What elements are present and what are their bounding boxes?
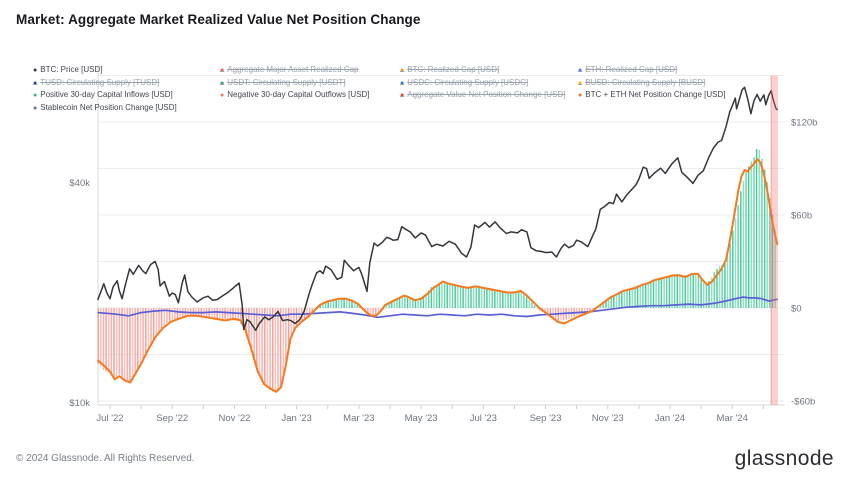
x-axis-label: May '23 [405,413,438,424]
legend-item[interactable]: ● BTC: Realized Cap [USD] [400,64,578,77]
stablecoin-npc-line [97,296,779,319]
x-axis-label: Mar '24 [717,413,748,424]
right-axis-label: $120b [791,118,817,129]
glassnode-logo: glassnode [734,447,834,470]
x-axis-label: Jul '22 [96,413,123,424]
legend-label: Stablecoin Net Position Change [USD] [40,102,177,112]
left-axis-label: $40k [69,178,90,189]
legend-item[interactable]: ● Negative 30-day Capital Outflows [USD] [220,89,400,102]
right-axis-label: $60b [791,211,812,222]
legend-label: Positive 30-day Capital Inflows [USD] [40,90,173,99]
legend: ● BTC: Price [USD] ● Aggregate Major Asset … [33,64,726,114]
legend-label: Negative 30-day Capital Outflows [USD] [227,90,370,99]
legend-label: BTC: Price [USD] [40,65,103,74]
legend-item[interactable]: ● BTC + ETH Net Position Change [USD] [578,89,726,102]
legend-dot-icon: ● [578,67,583,74]
legend-item[interactable]: ● USDT: Circulating Supply [USDT] [220,77,400,90]
legend-dot-icon: ● [400,92,405,99]
right-axis-label: $0 [791,304,802,315]
x-axis-label: Jan '23 [281,413,311,424]
x-axis-label: Mar '23 [343,413,374,424]
legend-label: USDC: Circulating Supply [USDC] [407,77,529,87]
left-axis-label: $10k [69,398,90,409]
x-axis-label: Nov '23 [592,413,624,424]
legend-label: BTC + ETH Net Position Change [USD] [585,90,726,99]
legend-item[interactable]: ● Aggregate Value Net Position Change [US… [400,89,578,102]
legend-dot-icon: ● [400,79,405,87]
x-axis-label: Jan '24 [655,413,685,424]
legend-item[interactable]: ● Aggregate Major Asset Realized Cap [220,64,400,77]
legend-item[interactable]: ● USDC: Circulating Supply [USDC] [400,77,578,90]
copyright-text: © 2024 Glassnode. All Rights Reserved. [16,453,195,464]
x-axis-label: Nov '22 [218,413,250,424]
btc-eth-npc-line [97,158,779,393]
legend-item[interactable]: ● ETH: Realized Cap [USD] [578,64,726,77]
latest-period-highlight [771,75,778,405]
legend-dot-icon: ● [33,79,38,87]
legend-label: ETH: Realized Cap [USD] [585,65,678,74]
legend-label: BTC: Realized Cap [USD] [407,65,500,74]
legend-item[interactable]: ● TUSD: Circulating Supply [TUSD] [33,77,220,90]
legend-label: USDT: Circulating Supply [USDT] [227,77,346,87]
legend-item[interactable]: ● Stablecoin Net Position Change [USD] [33,102,220,115]
x-axis-label: Sep '23 [530,413,562,424]
legend-item[interactable]: ● Positive 30-day Capital Inflows [USD] [33,89,220,102]
legend-item[interactable]: ● BTC: Price [USD] [33,64,220,77]
legend-label: BUSD: Circulating Supply [BUSD] [585,77,706,87]
positive-inflow-bars [319,149,774,308]
legend-item[interactable]: ● BUSD: Circulating Supply [BUSD] [578,77,726,90]
btc-price-line [97,86,779,332]
legend-label: Aggregate Major Asset Realized Cap [227,65,359,74]
positive-inflow-bars [322,149,776,308]
right-axis-label: -$60b [791,397,815,408]
legend-label: Aggregate Value Net Position Change [USD… [407,90,566,99]
legend-dot-icon: ● [33,67,38,74]
x-axis-label: Sep '22 [156,413,188,424]
legend-dot-icon: ● [220,92,225,99]
legend-label: TUSD: Circulating Supply [TUSD] [40,77,160,87]
legend-dot-icon: ● [578,92,583,99]
legend-dot-icon: ● [33,104,38,112]
page-title: Market: Aggregate Market Realized Value … [16,12,421,27]
legend-dot-icon: ● [33,92,38,99]
x-axis-label: Jul '23 [470,413,497,424]
legend-dot-icon: ● [220,67,225,74]
legend-dot-icon: ● [220,79,225,87]
legend-dot-icon: ● [578,79,583,87]
positive-inflow-bars [316,157,771,308]
legend-dot-icon: ● [400,67,405,74]
